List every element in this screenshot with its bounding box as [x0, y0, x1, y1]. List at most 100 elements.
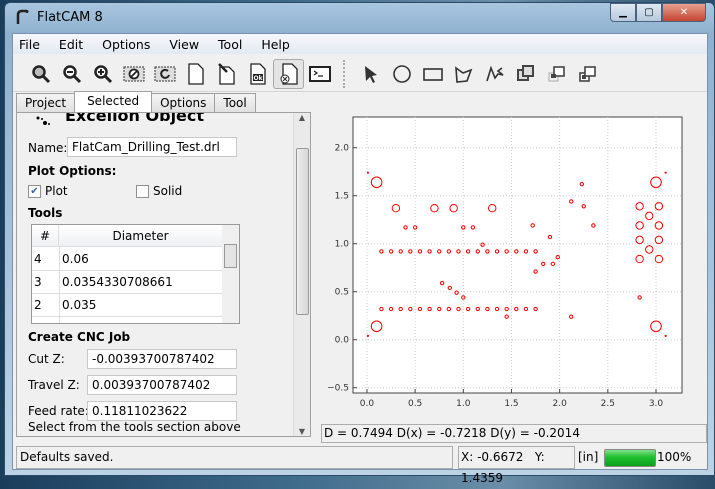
tool-diameter: 0.035	[62, 298, 97, 312]
drill-hole	[408, 249, 413, 254]
drill-hole	[439, 280, 445, 286]
menu-view[interactable]: View	[169, 36, 200, 52]
add-path-button[interactable]	[479, 59, 510, 89]
table-row[interactable]: 2 0.035	[32, 294, 222, 317]
travel-z-label: Travel Z:	[28, 378, 80, 392]
solid-checkbox[interactable]: Solid	[136, 184, 182, 198]
menu-file[interactable]: File	[19, 36, 40, 52]
drill-plot[interactable]: 0.0 0.5 1.0 1.5 2.0 2.5 3.0 −0.5 0.0 0.5 1.0 1.5 2.0	[321, 112, 707, 422]
drill-hole	[388, 249, 394, 254]
tab-options[interactable]: Options	[151, 93, 216, 112]
plot-area[interactable]: 0.0 0.5 1.0 1.5 2.0 2.5 3.0 −0.5 0.0 0.5 1.0 1.5 2.0	[321, 112, 707, 422]
intersection-button[interactable]	[541, 59, 572, 89]
drill-hole	[579, 182, 584, 187]
zoom-in-button[interactable]	[87, 59, 118, 89]
close-button[interactable]: ✕	[662, 3, 706, 22]
travel-z-input[interactable]: 0.00393700787402	[87, 375, 237, 395]
menu-tool[interactable]: Tool	[218, 36, 243, 52]
drill-hole	[446, 249, 452, 254]
add-rectangle-button[interactable]	[417, 59, 448, 89]
union-button[interactable]	[510, 59, 541, 89]
update-geometry-button[interactable]: Ok	[242, 59, 273, 89]
drill-hole	[427, 249, 432, 254]
plot-label: Plot	[45, 184, 68, 198]
zoom-fit-button[interactable]	[25, 59, 56, 89]
edit-geometry-button[interactable]	[211, 59, 242, 89]
menu-help[interactable]: Help	[261, 36, 290, 52]
intersection-icon	[548, 65, 565, 81]
maximize-button[interactable]: ▢	[636, 3, 662, 22]
cnc-job-label: Create CNC Job	[28, 330, 131, 344]
drill-hole	[412, 225, 418, 230]
scrollbar-thumb[interactable]	[296, 148, 309, 315]
x-tick-label: 3.0	[649, 399, 664, 409]
column-header-diameter[interactable]: Diameter	[59, 225, 222, 247]
drill-hole	[480, 242, 485, 247]
add-circle-button[interactable]	[386, 59, 417, 89]
cut-z-input[interactable]: -0.00393700787402	[87, 349, 237, 369]
drill-hole	[664, 171, 667, 174]
table-row[interactable]: 3 0.0354330708661	[32, 271, 222, 294]
drill-hole	[465, 249, 471, 254]
ok-file-icon: Ok	[249, 62, 266, 85]
union-icon	[516, 64, 534, 81]
drill-hole	[555, 254, 560, 260]
drill-hole	[635, 202, 644, 211]
select-tool-button[interactable]	[355, 59, 386, 89]
toolbar-separator	[343, 59, 347, 88]
tab-project[interactable]: Project	[16, 93, 76, 112]
new-project-button[interactable]	[180, 59, 211, 89]
drill-hole	[533, 269, 538, 274]
menu-edit[interactable]: Edit	[58, 36, 84, 52]
minimize-button[interactable]: ▁	[610, 3, 636, 22]
zoom-out-icon	[62, 64, 81, 83]
menu-options[interactable]: Options	[102, 36, 151, 52]
drill-hole	[379, 306, 384, 312]
plot-frame	[352, 116, 683, 394]
feed-rate-label: Feed rate:	[28, 404, 89, 418]
name-input[interactable]: FlatCam_Drilling_Test.drl	[67, 137, 237, 157]
drill-hole	[645, 211, 654, 221]
x-tick-label: 0.0	[360, 399, 375, 409]
shell-button[interactable]	[304, 59, 335, 89]
drill-hole	[485, 249, 490, 254]
zoom-out-button[interactable]	[56, 59, 87, 89]
replot-icon	[154, 66, 175, 81]
drill-hole	[475, 306, 480, 312]
checkbox-checked-icon: ✔	[28, 185, 41, 198]
app-window: FlatCAM 8 ▁ ▢ ✕ File Edit Options View T…	[4, 2, 715, 485]
table-scrollbar[interactable]	[222, 225, 239, 323]
cut-z-label: Cut Z:	[28, 352, 65, 366]
drill-hole	[523, 306, 529, 312]
subtract-button[interactable]	[572, 59, 603, 89]
table-row[interactable]: 4 0.06	[32, 248, 222, 271]
drill-hole	[449, 203, 458, 213]
drill-hole	[379, 249, 384, 254]
plot-checkbox[interactable]: ✔ Plot	[28, 184, 68, 198]
drill-hole	[456, 249, 461, 254]
toolbar: Ok	[13, 56, 707, 92]
drill-hole	[454, 290, 459, 295]
svg-text:Ok: Ok	[253, 75, 263, 82]
delete-object-button[interactable]	[273, 58, 304, 89]
drill-hole	[456, 306, 461, 312]
y-tick-label: 2.0	[335, 144, 350, 154]
drill-hole	[664, 334, 667, 337]
tab-selected[interactable]: Selected	[74, 91, 153, 112]
circle-icon	[392, 64, 411, 83]
drill-hole	[485, 306, 490, 312]
feed-rate-input[interactable]: 0.11811023622	[87, 401, 237, 421]
y-tick-label: 0.5	[335, 288, 349, 298]
drill-icon	[36, 116, 50, 125]
x-tick-label: 2.0	[552, 399, 567, 409]
column-header-id[interactable]: #	[32, 225, 59, 247]
tab-tool[interactable]: Tool	[214, 93, 256, 112]
clear-plot-button[interactable]	[118, 59, 149, 89]
add-polygon-button[interactable]	[448, 59, 479, 89]
window-title: FlatCAM 8	[37, 9, 103, 25]
pointer-arrow-icon	[364, 65, 377, 83]
tool-diameter: 0.0354330708661	[62, 275, 173, 289]
panel-scrollbar[interactable]: ▲ ▼	[293, 113, 310, 436]
replot-button[interactable]	[149, 59, 180, 89]
drill-hole	[366, 334, 370, 337]
